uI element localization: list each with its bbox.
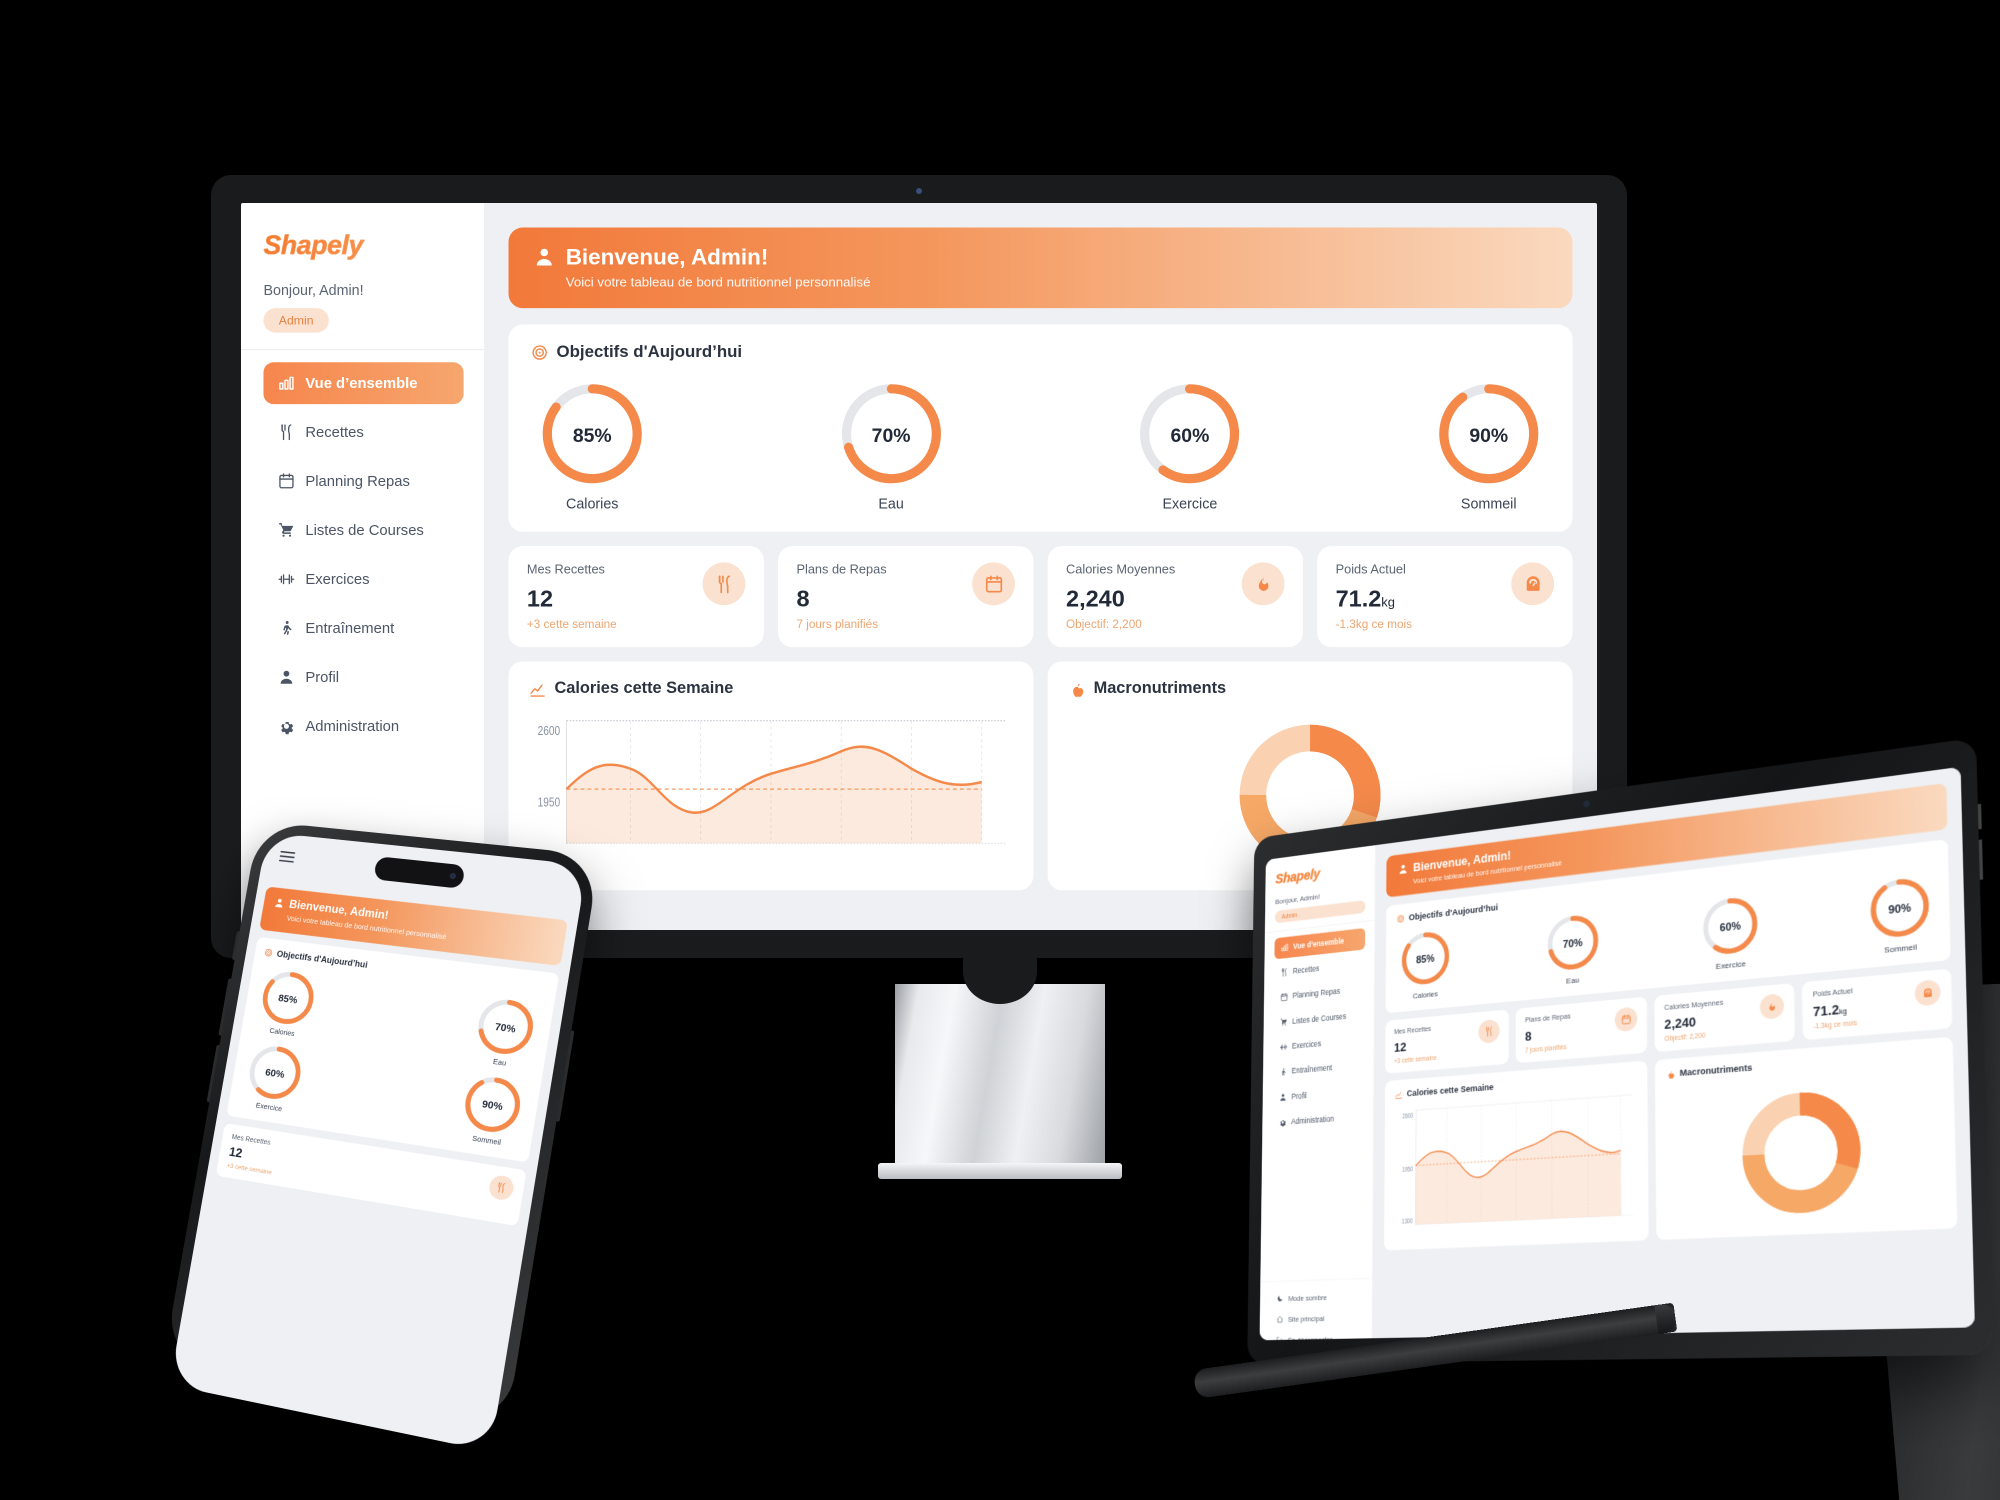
svg-text:1300: 1300 xyxy=(1402,1218,1413,1226)
svg-text:2600: 2600 xyxy=(538,723,561,739)
svg-text:1950: 1950 xyxy=(1402,1166,1413,1174)
svg-text:2600: 2600 xyxy=(1402,1112,1413,1120)
